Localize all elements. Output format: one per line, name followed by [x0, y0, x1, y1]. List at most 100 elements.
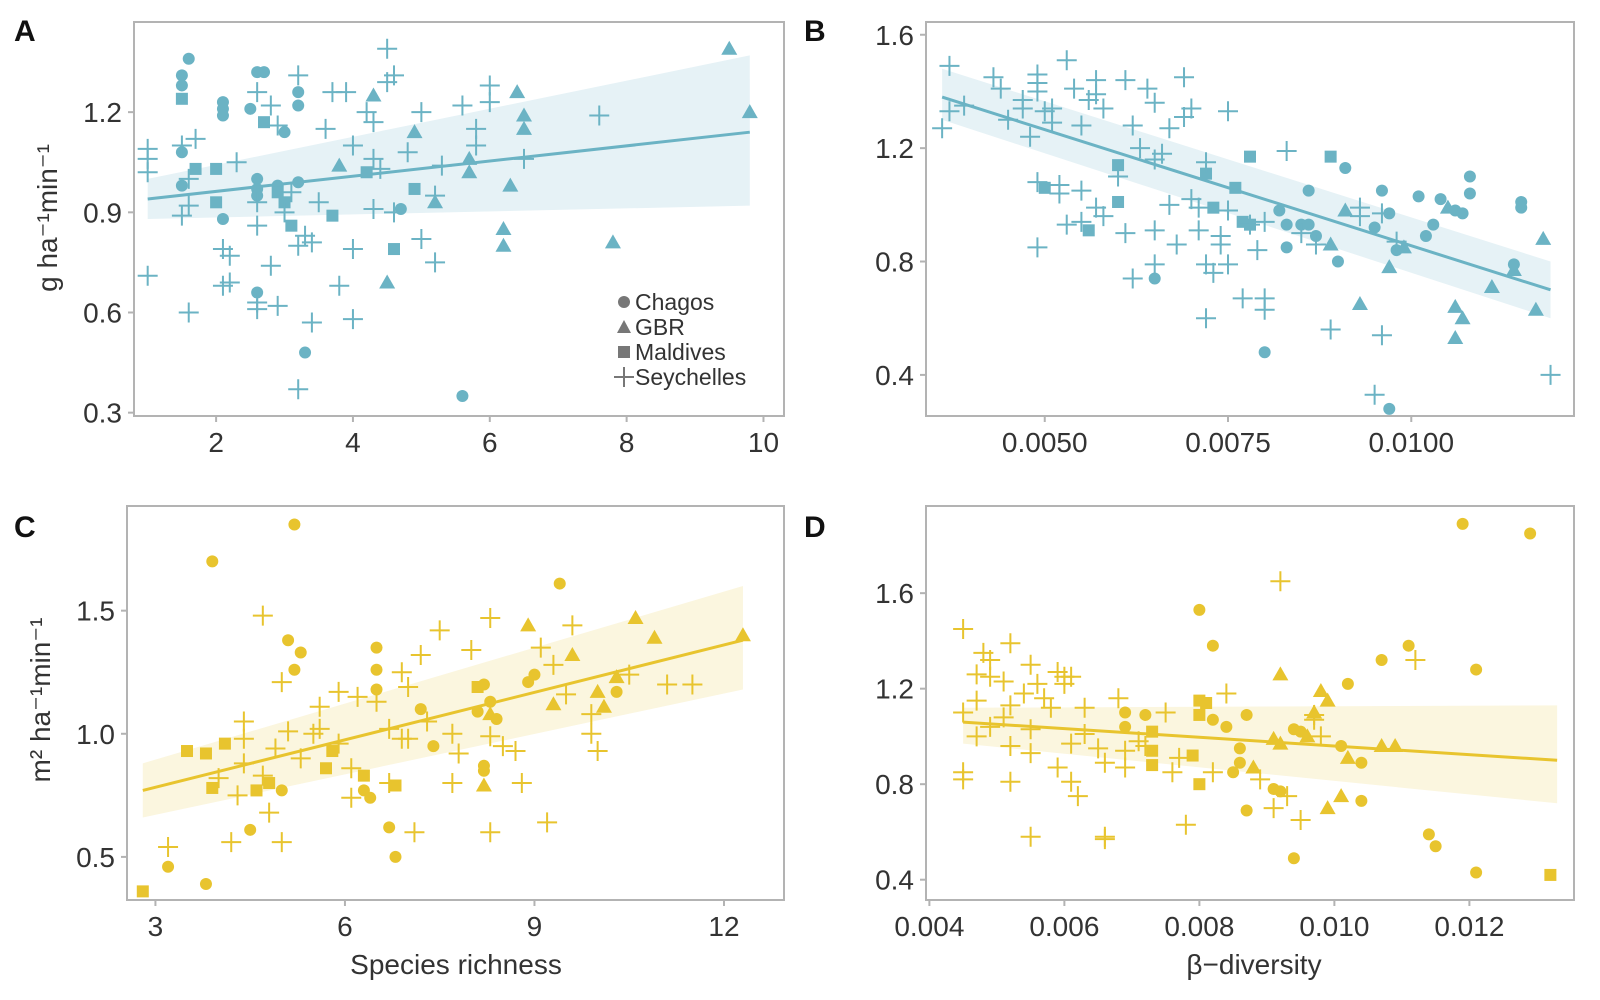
panel-c-point-maldives [326, 745, 339, 758]
panel-a-ci-band [147, 55, 750, 219]
panel-b-point-chagos [1302, 218, 1315, 231]
panel-a-point-seychelles [425, 185, 446, 206]
panel-c-point-seychelles [259, 802, 280, 823]
panel-c-point-chagos [275, 784, 288, 797]
panel-b-point-gbr [1505, 262, 1522, 277]
panel-a-point-seychelles [171, 135, 192, 156]
panel-c-point-seychelles [562, 615, 583, 636]
panel-d-point-gbr [1319, 800, 1336, 815]
panel-d-point-seychelles [966, 726, 987, 747]
panel-a: 2 4 6 8 10 0.3 0.6 0.9 1.2 [83, 21, 785, 458]
panel-d-point-seychelles [1290, 810, 1311, 831]
panel-c-point-seychelles [398, 728, 419, 749]
panel-b-point-chagos [1463, 187, 1476, 200]
panel-c-point-chagos [522, 676, 535, 689]
panel-b-point-seychelles [1071, 115, 1092, 136]
panel-c-point-gbr [646, 629, 663, 644]
panel-a-point-gbr [495, 221, 512, 236]
panel-d-point-seychelles [1061, 733, 1082, 754]
panel-c-point-seychelles [581, 723, 602, 744]
panel-d-ytick-label: 1.2 [875, 674, 914, 705]
panel-c-point-chagos [288, 518, 301, 531]
panel-d-point-chagos [1240, 708, 1253, 721]
panel-a-ylabel: g ha⁻¹min⁻¹ [32, 144, 63, 292]
panel-c-xtick-label: 9 [527, 911, 543, 942]
panel-letter-b: B [804, 15, 826, 48]
panel-d-point-seychelles [1155, 702, 1176, 723]
panel-d-point-maldives [1193, 708, 1206, 721]
panel-b-point-seychelles [990, 78, 1011, 99]
panel-a-point-seychelles [185, 128, 206, 149]
legend-chagos-marker [618, 296, 630, 308]
panel-b-point-gbr [1454, 310, 1471, 325]
panel-c-point-chagos [610, 685, 623, 698]
panel-b-point-seychelles [1144, 92, 1165, 113]
panel-b-point-seychelles [1174, 67, 1195, 88]
panel-a-point-gbr [741, 104, 758, 119]
panel-c-point-seychelles [492, 736, 513, 757]
panel-d-xlabel: β−diversity [1186, 949, 1321, 980]
panel-b-point-maldives [1082, 224, 1095, 237]
panel-c-point-seychelles [461, 640, 482, 661]
panel-b-point-seychelles [939, 55, 960, 76]
panel-c-point-gbr [595, 698, 612, 713]
panel-b-xtick-label: 0.0100 [1368, 427, 1454, 458]
panel-b-point-chagos [1383, 402, 1396, 415]
panel-c-point-seychelles [341, 787, 362, 808]
panel-a-point-seychelles [411, 102, 432, 123]
panel-d-point-seychelles [993, 671, 1014, 692]
panel-b-point-seychelles [1247, 240, 1268, 261]
panel-d-point-seychelles [1088, 738, 1109, 759]
panel-b-point-maldives [1200, 167, 1213, 180]
panel-letter-d: D [804, 511, 826, 544]
panel-d-point-seychelles [1304, 704, 1325, 725]
panel-a-point-gbr [495, 237, 512, 252]
panel-d-point-seychelles [980, 666, 1001, 687]
panel-b-point-chagos [1375, 184, 1388, 197]
panel-a-point-seychelles [247, 82, 268, 103]
legend: Chagos GBR Maldives Seychelles [614, 289, 746, 390]
panel-c-point-seychelles [511, 773, 532, 794]
panel-a-point-seychelles [288, 65, 309, 86]
panel-d-point-chagos [1524, 527, 1537, 540]
panel-b-point-seychelles [1371, 203, 1392, 224]
panel-b-point-seychelles [1071, 211, 1092, 232]
panel-a-point-maldives [175, 92, 188, 105]
panel-d-point-seychelles [966, 690, 987, 711]
panel-d-point-seychelles [1020, 826, 1041, 847]
panel-d-point-chagos [1287, 852, 1300, 865]
panel-a-point-gbr [461, 164, 478, 179]
panel-a-point-seychelles [137, 265, 158, 286]
panel-b-point-seychelles [1364, 384, 1385, 405]
panel-b-point-chagos [1258, 346, 1271, 359]
panel-b-point-gbr [1535, 230, 1552, 245]
panel-b-point-seychelles [1137, 78, 1158, 99]
panel-c-point-chagos [553, 577, 566, 590]
panel-d-point-chagos [1422, 828, 1435, 841]
panel-b-point-seychelles [932, 118, 953, 139]
panel-c-point-chagos [364, 791, 377, 804]
panel-b-point-seychelles [1122, 115, 1143, 136]
panel-c-point-gbr [482, 706, 499, 721]
panel-d-point-seychelles [1047, 757, 1068, 778]
panel-b-point-seychelles [1276, 140, 1297, 161]
panel-b-point-gbr [1527, 301, 1544, 316]
panel-d-xtick-label: 0.008 [1164, 911, 1234, 942]
panel-b-point-seychelles [1166, 234, 1187, 255]
panel-a-point-chagos [278, 126, 291, 139]
panel-a-point-seychelles [178, 195, 199, 216]
panel-b-point-seychelles [1020, 126, 1041, 147]
panel-b-point-seychelles [1203, 262, 1224, 283]
panel-a-point-seychelles [260, 255, 281, 276]
panel-b-point-seychelles [1305, 234, 1326, 255]
panel-c-point-seychelles [530, 637, 551, 658]
panel-c-point-seychelles [341, 758, 362, 779]
panel-c-point-seychelles [227, 785, 248, 806]
panel-d-point-seychelles [1202, 762, 1223, 783]
panel-b-point-seychelles [1122, 268, 1143, 289]
panel-d-point-chagos [1233, 756, 1246, 769]
panel-b-point-gbr [1439, 199, 1456, 214]
panel-c-point-gbr [475, 777, 492, 792]
panel-a-xtick-label: 4 [345, 427, 361, 458]
panel-d-point-chagos [1233, 742, 1246, 755]
